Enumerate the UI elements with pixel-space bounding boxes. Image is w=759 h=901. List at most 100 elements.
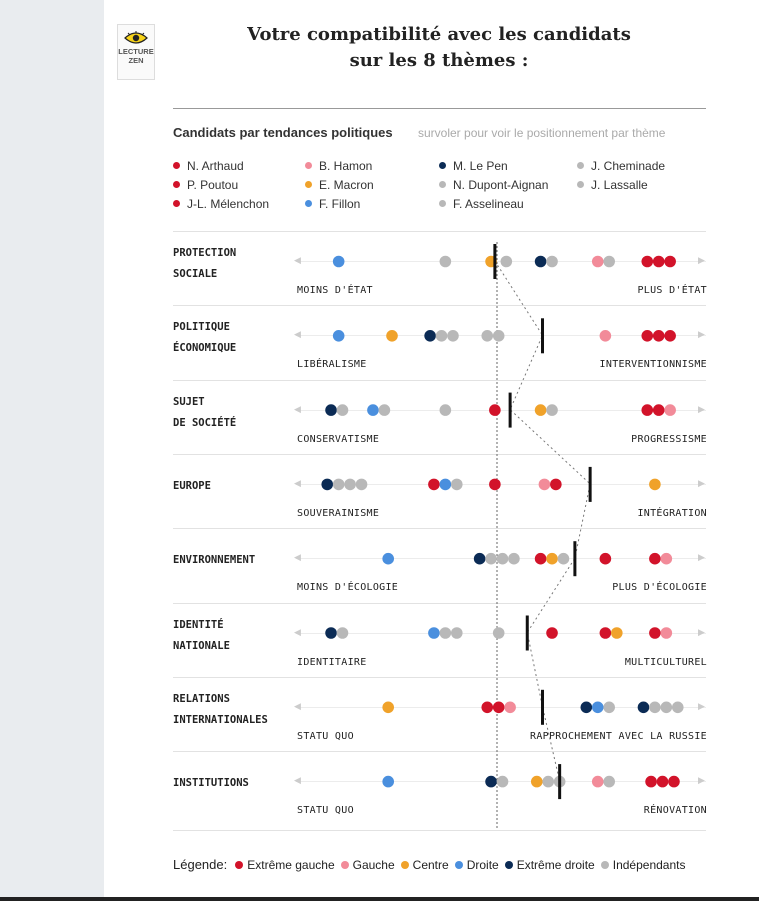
candidate-position-dot[interactable]	[538, 478, 551, 491]
candidate-position-dot[interactable]	[641, 330, 654, 342]
candidate-position-dot[interactable]	[450, 627, 463, 639]
candidate-position-dot[interactable]	[382, 552, 395, 565]
legend-item-label: Extrême droite	[516, 858, 595, 872]
candidate-position-dot[interactable]	[645, 775, 657, 788]
candidate-position-dot[interactable]	[424, 330, 436, 342]
candidate-position-dot[interactable]	[603, 701, 615, 714]
candidate-position-dot[interactable]	[664, 404, 676, 416]
candidate-position-dot[interactable]	[481, 330, 494, 342]
lecture-zen-button[interactable]: LECTURE ZEN	[117, 24, 155, 80]
candidate-position-dot[interactable]	[671, 701, 684, 714]
candidate-position-dot[interactable]	[603, 255, 615, 268]
candidate-position-dot[interactable]	[382, 775, 395, 788]
candidate-position-dot[interactable]	[611, 627, 623, 639]
candidate-position-dot[interactable]	[439, 255, 452, 268]
candidate-position-dot[interactable]	[591, 775, 604, 788]
candidate-position-dot[interactable]	[492, 330, 505, 342]
candidate-position-dot[interactable]	[660, 627, 673, 639]
candidate-dot	[173, 162, 180, 169]
candidate-position-dot[interactable]	[332, 330, 345, 342]
candidate-position-dot[interactable]	[534, 404, 547, 416]
candidate-position-dot[interactable]	[496, 775, 509, 788]
candidate-position-dot[interactable]	[546, 552, 558, 565]
candidate-position-dot[interactable]	[492, 701, 505, 714]
candidate-position-dot[interactable]	[496, 552, 509, 565]
candidate-j-lassalle[interactable]: J. Lassalle	[577, 178, 648, 192]
candidate-position-dot[interactable]	[485, 775, 497, 788]
candidate-position-dot[interactable]	[599, 627, 612, 639]
candidate-position-dot[interactable]	[508, 552, 520, 565]
candidate-position-dot[interactable]	[591, 701, 604, 714]
candidate-position-dot[interactable]	[325, 627, 337, 639]
candidate-position-dot[interactable]	[489, 404, 501, 416]
candidate-j-l-m-lenchon[interactable]: J-L. Mélenchon	[173, 197, 269, 211]
candidate-position-dot[interactable]	[603, 775, 615, 788]
candidate-position-dot[interactable]	[386, 330, 398, 342]
candidate-position-dot[interactable]	[641, 404, 654, 416]
candidate-position-dot[interactable]	[367, 404, 379, 416]
candidate-position-dot[interactable]	[481, 701, 494, 714]
candidate-n-arthaud[interactable]: N. Arthaud	[173, 159, 244, 173]
candidate-position-dot[interactable]	[550, 478, 562, 491]
candidate-position-dot[interactable]	[428, 627, 440, 639]
candidate-p-poutou[interactable]: P. Poutou	[173, 178, 238, 192]
candidate-position-dot[interactable]	[649, 627, 661, 639]
candidate-f-asselineau[interactable]: F. Asselineau	[439, 197, 524, 211]
candidate-b-hamon[interactable]: B. Hamon	[305, 159, 372, 173]
candidate-position-dot[interactable]	[325, 404, 337, 416]
candidate-position-dot[interactable]	[378, 404, 391, 416]
candidate-position-dot[interactable]	[660, 552, 673, 565]
candidate-position-dot[interactable]	[321, 478, 334, 491]
candidate-position-dot[interactable]	[546, 627, 558, 639]
candidate-position-dot[interactable]	[344, 478, 356, 491]
candidate-position-dot[interactable]	[428, 478, 440, 491]
candidate-position-dot[interactable]	[656, 775, 669, 788]
candidate-position-dot[interactable]	[599, 330, 612, 342]
candidate-position-dot[interactable]	[637, 701, 650, 714]
candidate-position-dot[interactable]	[439, 404, 452, 416]
candidate-position-dot[interactable]	[664, 255, 676, 268]
candidate-position-dot[interactable]	[492, 627, 505, 639]
candidate-position-dot[interactable]	[504, 701, 516, 714]
candidate-position-dot[interactable]	[580, 701, 593, 714]
candidate-position-dot[interactable]	[546, 255, 558, 268]
candidate-position-dot[interactable]	[336, 627, 349, 639]
candidate-position-dot[interactable]	[489, 478, 501, 491]
candidate-j-cheminade[interactable]: J. Cheminade	[577, 159, 665, 173]
candidate-position-dot[interactable]	[660, 701, 673, 714]
candidate-position-dot[interactable]	[530, 775, 543, 788]
candidate-position-dot[interactable]	[534, 255, 547, 268]
candidate-position-dot[interactable]	[649, 478, 661, 491]
candidate-e-macron[interactable]: E. Macron	[305, 178, 374, 192]
candidate-f-fillon[interactable]: F. Fillon	[305, 197, 360, 211]
candidate-position-dot[interactable]	[591, 255, 604, 268]
candidate-position-dot[interactable]	[382, 701, 395, 714]
candidate-position-dot[interactable]	[534, 552, 547, 565]
candidate-position-dot[interactable]	[336, 404, 349, 416]
candidate-position-dot[interactable]	[485, 552, 497, 565]
candidate-position-dot[interactable]	[473, 552, 486, 565]
candidate-position-dot[interactable]	[668, 775, 680, 788]
candidate-position-dot[interactable]	[439, 627, 452, 639]
candidate-position-dot[interactable]	[652, 404, 665, 416]
candidate-position-dot[interactable]	[355, 478, 368, 491]
candidate-position-dot[interactable]	[447, 330, 459, 342]
candidate-position-dot[interactable]	[649, 701, 661, 714]
candidate-position-dot[interactable]	[332, 478, 345, 491]
candidate-position-dot[interactable]	[599, 552, 612, 565]
candidate-position-dot[interactable]	[649, 552, 661, 565]
candidate-position-dot[interactable]	[542, 775, 555, 788]
candidate-position-dot[interactable]	[332, 255, 345, 268]
candidate-position-dot[interactable]	[500, 255, 513, 268]
candidate-position-dot[interactable]	[439, 478, 452, 491]
candidate-n-dupont-aignan[interactable]: N. Dupont-Aignan	[439, 178, 548, 192]
candidate-position-dot[interactable]	[546, 404, 558, 416]
candidate-position-dot[interactable]	[664, 330, 676, 342]
candidate-position-dot[interactable]	[641, 255, 654, 268]
candidate-position-dot[interactable]	[450, 478, 463, 491]
candidate-position-dot[interactable]	[435, 330, 448, 342]
candidate-position-dot[interactable]	[652, 330, 665, 342]
candidate-position-dot[interactable]	[652, 255, 665, 268]
candidate-m-le-pen[interactable]: M. Le Pen	[439, 159, 508, 173]
candidate-position-dot[interactable]	[557, 552, 570, 565]
